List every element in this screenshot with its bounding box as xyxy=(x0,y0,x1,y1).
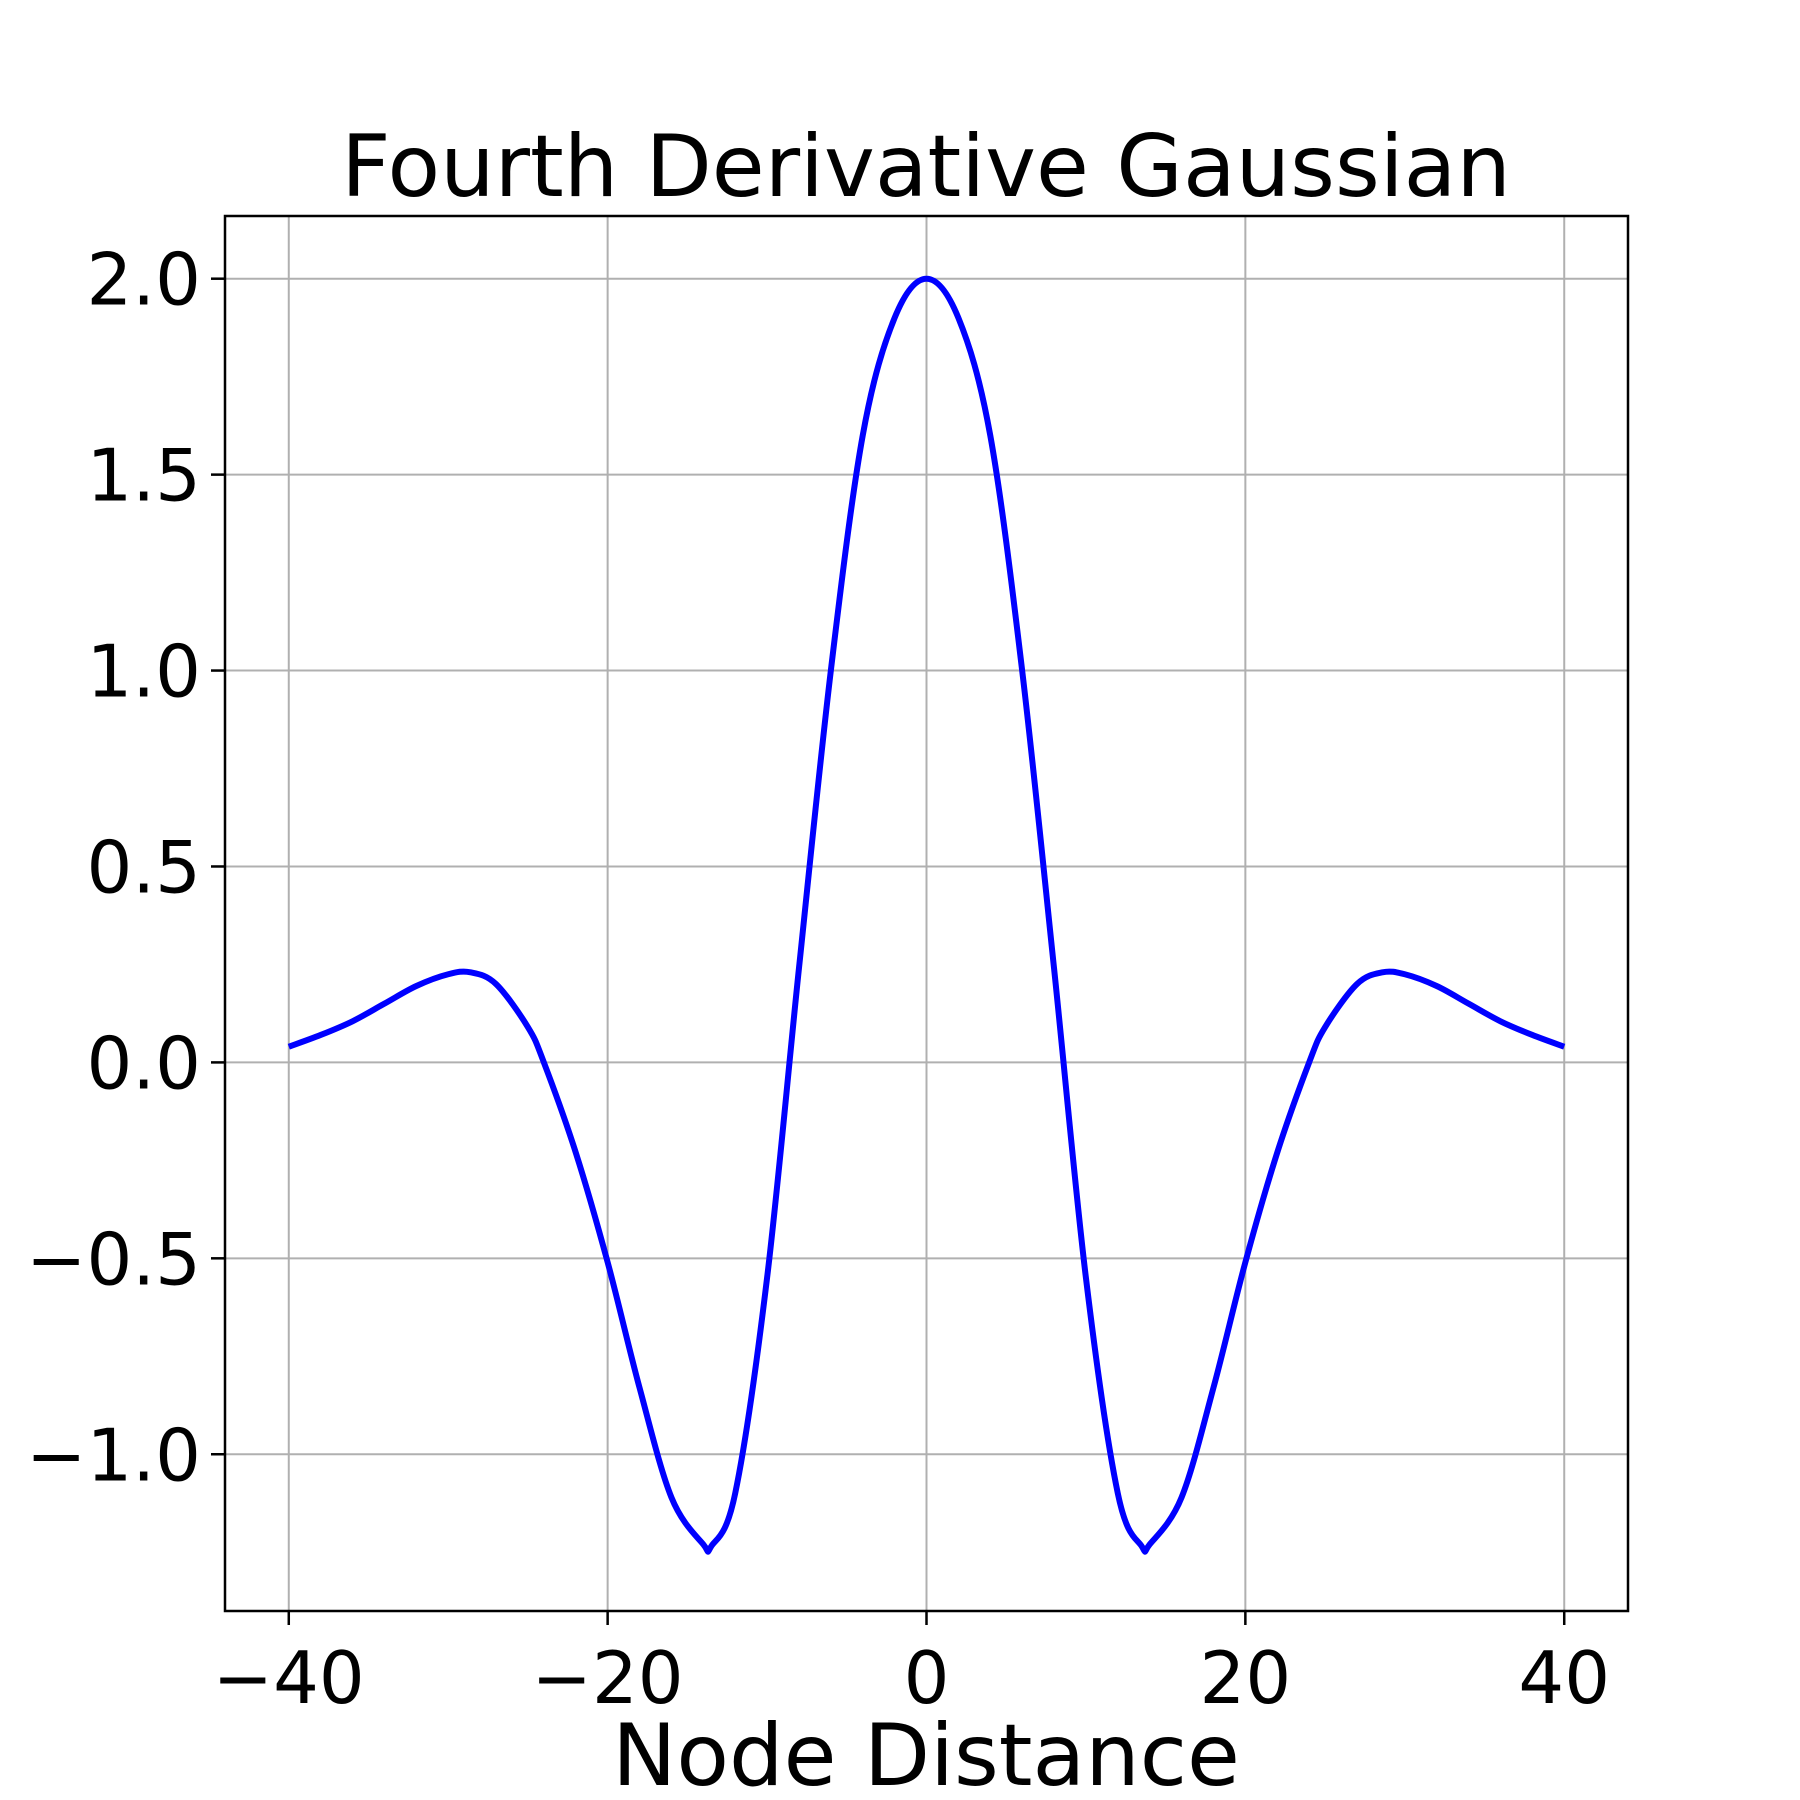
y-tick-label: 2.0 xyxy=(86,238,201,322)
x-tick-label: 0 xyxy=(904,1636,950,1720)
y-tick-label: 1.0 xyxy=(86,630,201,714)
grid xyxy=(225,216,1628,1611)
y-axis: −1.0 −0.5 0.0 0.5 1.0 1.5 2.0 xyxy=(26,238,225,1497)
y-tick-label: 1.5 xyxy=(86,434,201,518)
x-axis: −40 −20 0 20 40 xyxy=(213,1611,1610,1720)
x-axis-label: Node Distance xyxy=(612,1706,1240,1800)
x-tick-label: −40 xyxy=(213,1636,365,1720)
series-line xyxy=(287,275,1566,1555)
x-tick-label: 20 xyxy=(1200,1636,1292,1720)
chart-title: Fourth Derivative Gaussian xyxy=(341,117,1511,217)
y-tick-label: 0.0 xyxy=(86,1021,201,1105)
x-tick-label: −20 xyxy=(532,1636,684,1720)
series-layer xyxy=(287,275,1566,1555)
x-tick-label: 40 xyxy=(1518,1636,1610,1720)
y-tick-label: −0.5 xyxy=(26,1217,201,1301)
y-tick-label: −1.0 xyxy=(26,1413,201,1497)
y-tick-label: 0.5 xyxy=(86,825,201,909)
